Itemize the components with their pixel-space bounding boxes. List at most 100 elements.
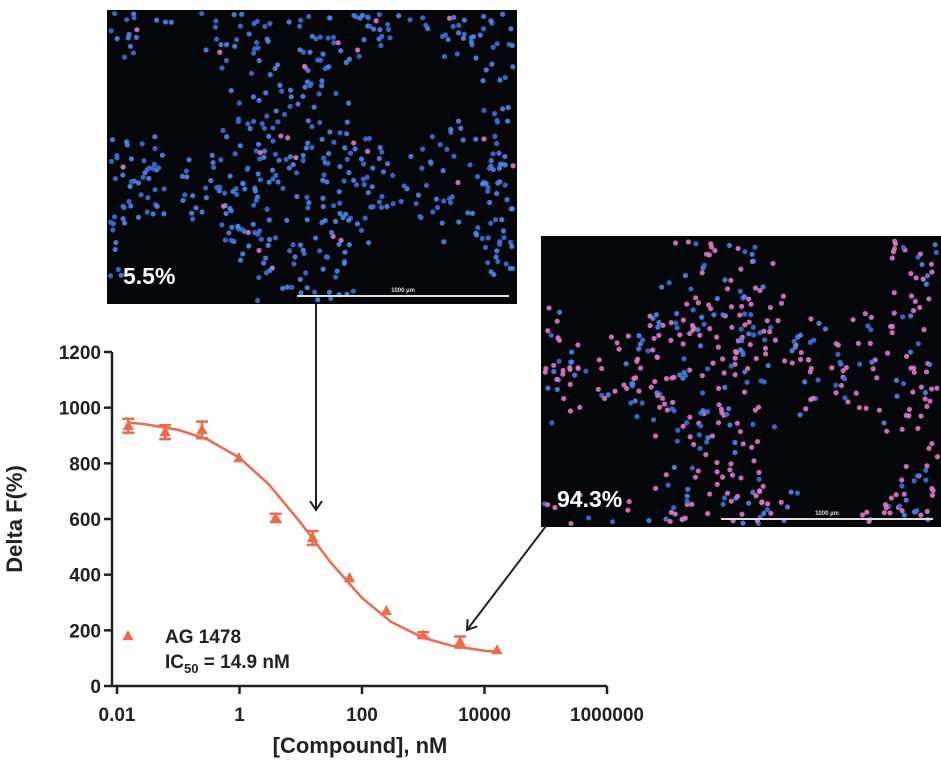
cell xyxy=(577,404,583,410)
cell xyxy=(728,304,735,310)
cell xyxy=(121,205,127,211)
cell xyxy=(742,249,748,255)
cell xyxy=(450,23,456,30)
cell xyxy=(705,302,712,308)
cell xyxy=(493,254,499,260)
cell xyxy=(434,204,441,211)
cell xyxy=(350,288,356,294)
cell xyxy=(788,489,794,495)
cell xyxy=(568,359,574,365)
cell xyxy=(360,176,366,182)
cell xyxy=(287,248,293,254)
cell xyxy=(454,51,460,57)
cell xyxy=(496,165,503,171)
cell xyxy=(305,205,311,211)
cell xyxy=(545,385,551,391)
cell xyxy=(797,356,804,362)
cell xyxy=(900,244,906,250)
cell xyxy=(253,148,260,154)
cell xyxy=(337,210,343,217)
cell xyxy=(554,386,560,393)
cell xyxy=(477,32,483,38)
cell xyxy=(636,332,642,339)
data-point xyxy=(270,511,282,523)
cell xyxy=(346,170,352,176)
cell xyxy=(208,177,214,184)
cell xyxy=(684,493,690,499)
cell xyxy=(341,178,347,184)
cell xyxy=(141,158,147,164)
cell xyxy=(680,341,686,347)
cell xyxy=(124,139,130,145)
cell xyxy=(669,375,675,381)
cell xyxy=(762,345,769,351)
cell xyxy=(114,153,120,159)
cell xyxy=(710,360,716,366)
cell xyxy=(637,365,644,371)
cell xyxy=(665,482,671,488)
cell xyxy=(721,370,727,376)
cell xyxy=(379,33,385,39)
cell xyxy=(677,332,683,338)
cell xyxy=(663,376,670,382)
cell xyxy=(928,261,935,267)
cell xyxy=(121,54,128,60)
cell xyxy=(701,262,707,268)
cell xyxy=(448,199,454,206)
cell xyxy=(292,254,298,260)
cell xyxy=(668,319,674,326)
cell xyxy=(729,324,735,330)
cell xyxy=(127,183,133,189)
cell xyxy=(797,412,803,418)
cell xyxy=(636,388,642,394)
cell xyxy=(222,237,228,243)
cell xyxy=(337,200,343,206)
cell xyxy=(625,333,631,339)
cell xyxy=(715,344,722,350)
cell xyxy=(115,266,121,273)
cell xyxy=(667,518,673,525)
cell xyxy=(247,126,253,132)
cell xyxy=(120,172,126,178)
cell xyxy=(219,222,225,228)
cell xyxy=(701,321,707,327)
cell xyxy=(396,13,402,19)
cell xyxy=(621,382,627,388)
cell xyxy=(370,165,376,171)
cell xyxy=(714,481,720,487)
cell xyxy=(697,332,703,338)
cell xyxy=(752,285,759,291)
annotation-part: IC xyxy=(165,652,184,673)
cell xyxy=(342,249,348,255)
cell xyxy=(913,275,919,281)
cell xyxy=(556,309,563,315)
cell xyxy=(313,36,319,42)
cell xyxy=(456,22,462,28)
cell xyxy=(485,188,491,194)
cell xyxy=(738,266,744,272)
cell xyxy=(508,26,514,32)
cell xyxy=(294,170,300,176)
cell xyxy=(199,10,205,17)
cell xyxy=(237,23,244,29)
cell xyxy=(778,499,784,505)
cell xyxy=(934,454,941,460)
cell xyxy=(900,314,906,320)
cell xyxy=(235,116,242,122)
cell xyxy=(926,445,932,451)
cell xyxy=(687,330,693,337)
cell xyxy=(232,43,238,49)
cell xyxy=(297,276,303,282)
cell xyxy=(918,384,924,390)
cell xyxy=(184,174,190,180)
cell xyxy=(798,349,804,356)
cell xyxy=(808,316,814,322)
cell xyxy=(761,510,767,517)
cell xyxy=(352,146,358,152)
cell xyxy=(751,458,757,464)
cell xyxy=(714,334,720,340)
cell xyxy=(650,417,657,423)
cell xyxy=(213,18,219,24)
cell xyxy=(680,317,686,323)
cell xyxy=(262,23,268,29)
